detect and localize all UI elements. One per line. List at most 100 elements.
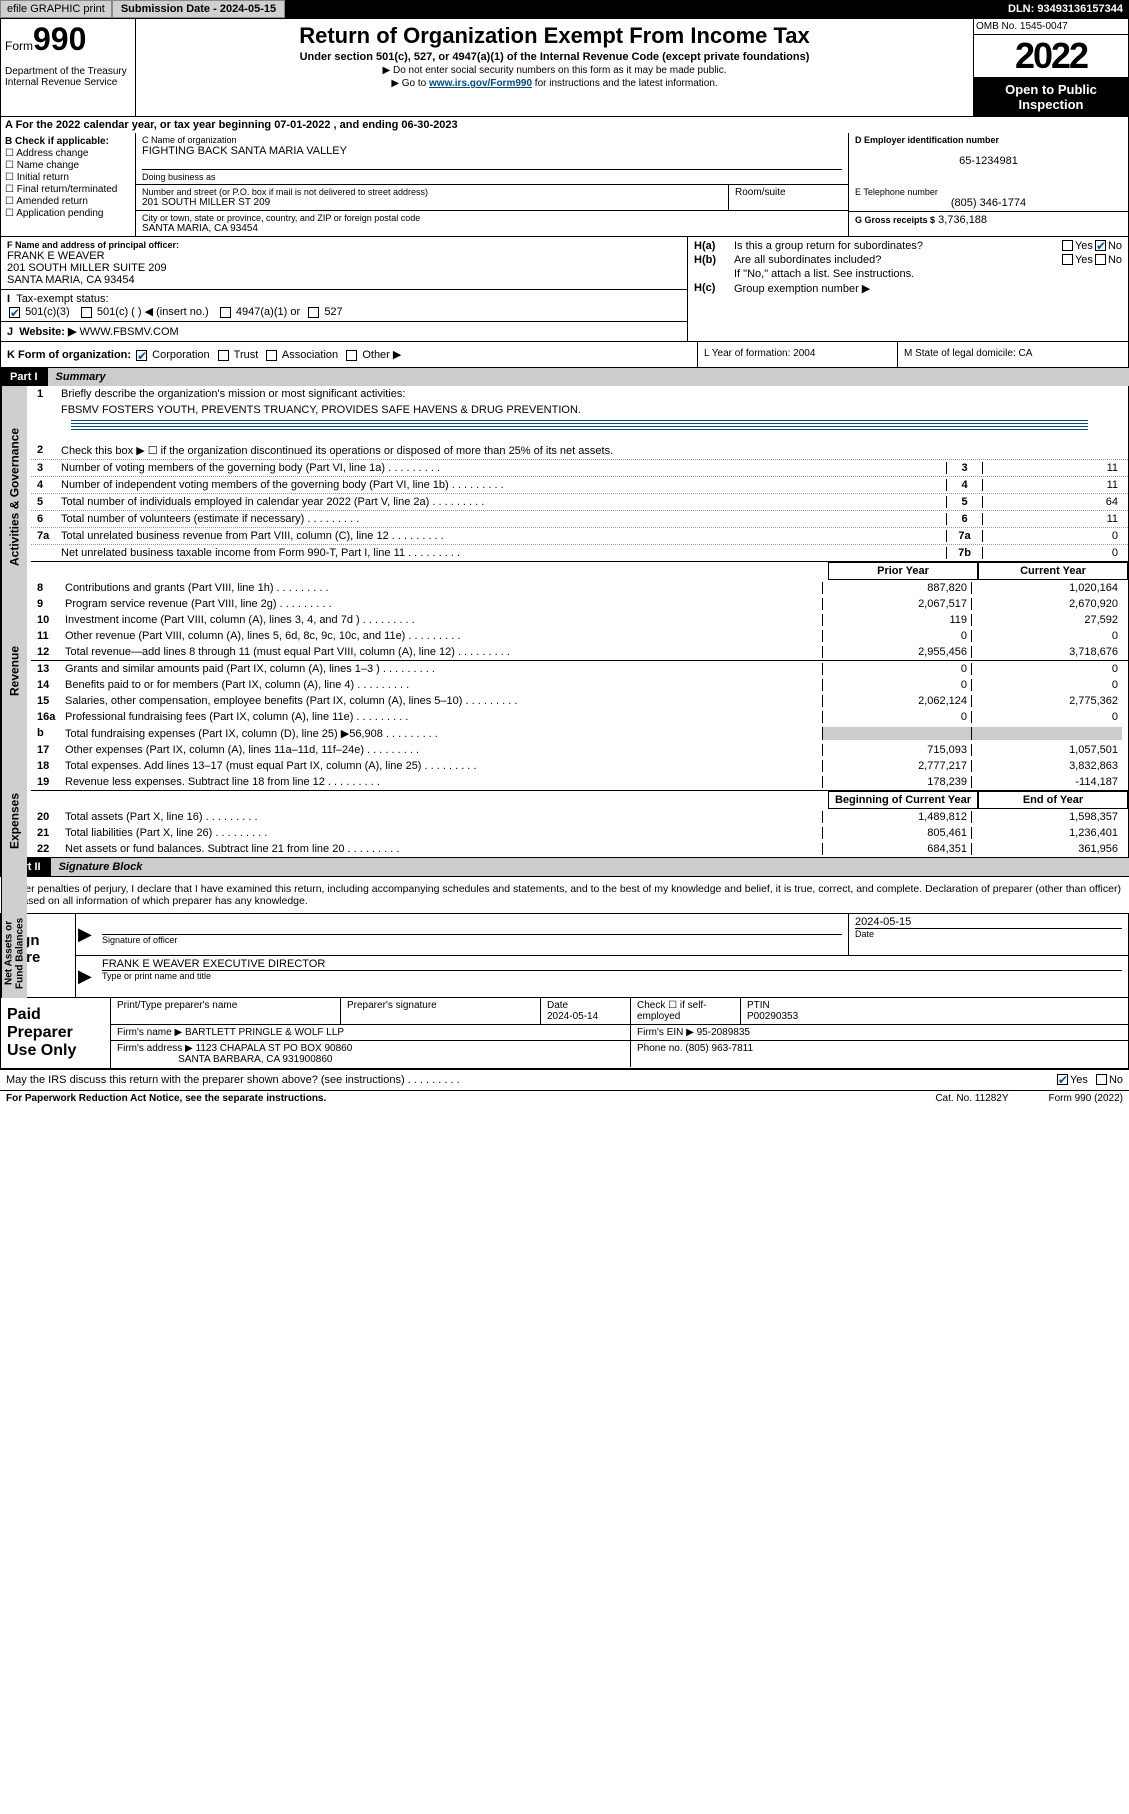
cat-no: Cat. No. 11282Y: [935, 1093, 1008, 1104]
hb-yes[interactable]: [1062, 254, 1073, 265]
line-text: Total assets (Part X, line 16): [65, 811, 822, 823]
org-name: FIGHTING BACK SANTA MARIA VALLEY: [142, 145, 842, 157]
chk-name[interactable]: ☐ Name change: [5, 160, 131, 171]
chk-527[interactable]: [308, 307, 319, 318]
line-text: Total fundraising expenses (Part IX, col…: [65, 727, 822, 740]
submission-date[interactable]: Submission Date - 2024-05-15: [112, 0, 285, 18]
arrow-icon: ▶: [76, 956, 96, 997]
chk-501c[interactable]: [81, 307, 92, 318]
ein-label: D Employer identification number: [855, 135, 1122, 145]
chk-4947[interactable]: [220, 307, 231, 318]
phone-label: E Telephone number: [855, 187, 1122, 197]
discuss-row: May the IRS discuss this return with the…: [0, 1069, 1129, 1090]
street-label: Number and street (or P.O. box if mail i…: [142, 187, 722, 197]
part1-header: Part I Summary: [0, 368, 1129, 386]
sig-date-value: 2024-05-15: [855, 916, 1122, 928]
line-text: Professional fundraising fees (Part IX, …: [65, 711, 822, 723]
eoy-hdr: End of Year: [978, 791, 1128, 809]
line-text: Total revenue—add lines 8 through 11 (mu…: [65, 646, 822, 658]
discuss-text: May the IRS discuss this return with the…: [6, 1074, 1055, 1086]
paperwork-notice: For Paperwork Reduction Act Notice, see …: [6, 1093, 935, 1104]
line-text: Total number of individuals employed in …: [61, 496, 946, 508]
phone-value: (805) 346-1774: [855, 197, 1122, 209]
k-label: K Form of organization:: [7, 349, 131, 361]
line-text: Net unrelated business taxable income fr…: [61, 547, 946, 559]
col-b-title: B Check if applicable:: [5, 136, 131, 147]
form-header: Form990 Department of the Treasury Inter…: [0, 18, 1129, 117]
discuss-no[interactable]: [1096, 1074, 1107, 1085]
prior-year-hdr: Prior Year: [828, 562, 978, 580]
firm-phone: (805) 963-7811: [685, 1043, 753, 1054]
sig-intro: Under penalties of perjury, I declare th…: [0, 876, 1129, 913]
officer-addr2: SANTA MARIA, CA 93454: [7, 274, 681, 286]
prep-h2: Preparer's signature: [341, 998, 541, 1024]
street-value: 201 SOUTH MILLER ST 209: [142, 197, 722, 208]
hc-text: Group exemption number ▶: [734, 282, 870, 295]
line-text: Salaries, other compensation, employee b…: [65, 695, 822, 707]
omb-number: OMB No. 1545-0047: [974, 19, 1128, 35]
form-subtitle: Under section 501(c), 527, or 4947(a)(1)…: [140, 51, 969, 63]
line-text: Grants and similar amounts paid (Part IX…: [65, 663, 822, 675]
prep-selfemp[interactable]: Check ☐ if self-employed: [631, 998, 741, 1024]
irs-link[interactable]: www.irs.gov/Form990: [429, 78, 532, 89]
room-suite: Room/suite: [728, 185, 848, 211]
note-pre: ▶ Go to: [391, 78, 429, 89]
chk-trust[interactable]: [218, 350, 229, 361]
chk-amended[interactable]: ☐ Amended return: [5, 196, 131, 207]
l2-text: Check this box ▶ ☐ if the organization d…: [61, 444, 1122, 457]
part2-title: Signature Block: [51, 858, 1129, 876]
firm-name: BARTLETT PRINGLE & WOLF LLP: [185, 1027, 344, 1038]
form-title: Return of Organization Exempt From Incom…: [140, 23, 969, 49]
part2-header: Part II Signature Block: [0, 858, 1129, 876]
hb-no[interactable]: [1095, 254, 1106, 265]
hb-text: Are all subordinates included?: [734, 254, 1060, 266]
line-text: Other revenue (Part VIII, column (A), li…: [65, 630, 822, 642]
year-formation: L Year of formation: 2004: [698, 342, 898, 367]
chk-501c3[interactable]: [9, 307, 20, 318]
section-klm: K Form of organization: Corporation Trus…: [0, 342, 1129, 368]
officer-label: F Name and address of principal officer:: [7, 240, 681, 250]
efile-button[interactable]: efile GRAPHIC print: [0, 0, 112, 18]
ha-no[interactable]: [1095, 240, 1106, 251]
sig-date-label: Date: [855, 928, 1122, 939]
chk-assoc[interactable]: [266, 350, 277, 361]
line-text: Net assets or fund balances. Subtract li…: [65, 843, 822, 855]
dln: DLN: 93493136157344: [1008, 3, 1129, 15]
city-label: City or town, state or province, country…: [142, 213, 842, 223]
l1-mission: FBSMV FOSTERS YOUTH, PREVENTS TRUANCY, P…: [61, 404, 1122, 416]
chk-other[interactable]: [346, 350, 357, 361]
vtab-revenue: Revenue: [1, 608, 27, 733]
discuss-yes[interactable]: [1057, 1074, 1068, 1085]
line-text: Other expenses (Part IX, column (A), lin…: [65, 744, 822, 756]
line-text: Program service revenue (Part VIII, line…: [65, 598, 822, 610]
chk-final[interactable]: ☐ Final return/terminated: [5, 184, 131, 195]
line-text: Benefits paid to or for members (Part IX…: [65, 679, 822, 691]
chk-pending[interactable]: ☐ Application pending: [5, 208, 131, 219]
prep-h3: Date: [547, 1000, 568, 1011]
chk-corp[interactable]: [136, 350, 147, 361]
vtab-expenses: Expenses: [1, 733, 27, 908]
note-ssn: ▶ Do not enter social security numbers o…: [140, 65, 969, 76]
website-label: Website: ▶: [19, 326, 76, 338]
line-text: Contributions and grants (Part VIII, lin…: [65, 582, 822, 594]
chk-initial[interactable]: ☐ Initial return: [5, 172, 131, 183]
chk-address[interactable]: ☐ Address change: [5, 148, 131, 159]
note-link: ▶ Go to www.irs.gov/Form990 for instruct…: [140, 78, 969, 89]
line-text: Total expenses. Add lines 13–17 (must eq…: [65, 760, 822, 772]
sig-officer-label: Signature of officer: [102, 934, 842, 945]
line-text: Revenue less expenses. Subtract line 18 …: [65, 776, 822, 788]
city-value: SANTA MARIA, CA 93454: [142, 223, 842, 234]
firm-addr1: 1123 CHAPALA ST PO BOX 90860: [196, 1043, 353, 1054]
line-text: Number of voting members of the governin…: [61, 462, 946, 474]
line-text: Total number of volunteers (estimate if …: [61, 513, 946, 525]
arrow-icon: ▶: [76, 914, 96, 955]
ha-yes[interactable]: [1062, 240, 1073, 251]
part1-title: Summary: [48, 368, 1129, 386]
firm-addr2: SANTA BARBARA, CA 931900860: [178, 1054, 332, 1065]
current-year-hdr: Current Year: [978, 562, 1128, 580]
row-a-period: A For the 2022 calendar year, or tax yea…: [0, 117, 1129, 133]
line-text: Investment income (Part VIII, column (A)…: [65, 614, 822, 626]
sig-name-value: FRANK E WEAVER EXECUTIVE DIRECTOR: [102, 958, 1122, 970]
vtab-governance: Activities & Governance: [1, 386, 27, 608]
preparer-block: Paid Preparer Use Only Print/Type prepar…: [0, 998, 1129, 1069]
